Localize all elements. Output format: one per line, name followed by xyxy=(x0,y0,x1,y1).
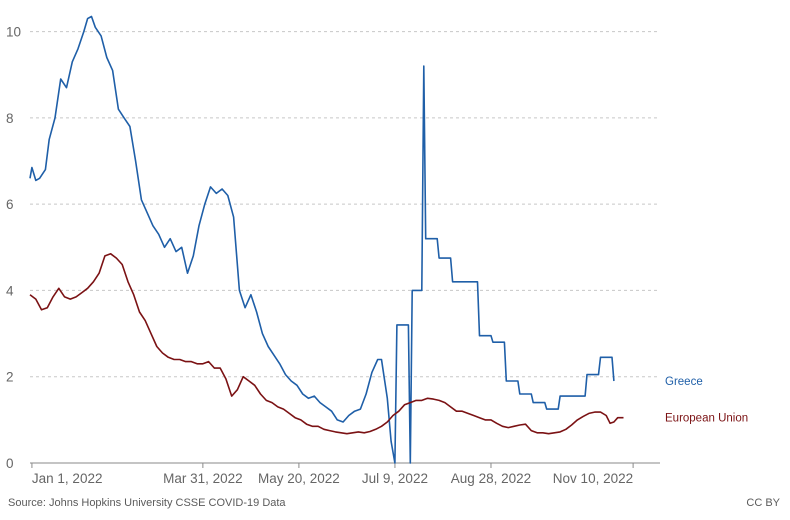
series-line-1 xyxy=(29,253,624,435)
y-tick-label: 4 xyxy=(6,283,14,298)
y-tick-label: 6 xyxy=(6,197,14,212)
series-label-1: European Union xyxy=(665,413,748,425)
y-tick-label: 10 xyxy=(6,25,21,40)
series-label-0: Greece xyxy=(665,376,703,388)
x-tick-label: Aug 28, 2022 xyxy=(451,471,531,486)
line-chart: 0 2 4 6 8 10 Jan 1, 2022 Mar 31, 2022 May 20, 2… xyxy=(6,15,748,486)
y-tick-label: 0 xyxy=(6,456,14,471)
y-tick-label: 8 xyxy=(6,111,14,126)
series-line-0 xyxy=(29,15,615,464)
x-tick-label: Nov 10, 2022 xyxy=(553,471,633,486)
x-tick-label: May 20, 2022 xyxy=(258,471,340,486)
y-axis-ticks: 0 2 4 6 8 10 xyxy=(6,25,21,471)
y-tick-label: 2 xyxy=(6,370,14,385)
gridlines xyxy=(30,31,660,378)
license-label: CC BY xyxy=(746,497,780,509)
series-labels: Greece European Union xyxy=(665,376,748,425)
series-lines xyxy=(29,15,624,464)
x-tick-label: Mar 31, 2022 xyxy=(163,471,243,486)
source-note: Source: Johns Hopkins University CSSE CO… xyxy=(8,497,286,509)
x-tick-label: Jul 9, 2022 xyxy=(362,471,428,486)
x-tick-label: Jan 1, 2022 xyxy=(32,471,103,486)
x-axis: Jan 1, 2022 Mar 31, 2022 May 20, 2022 Jul 9… xyxy=(30,462,660,486)
